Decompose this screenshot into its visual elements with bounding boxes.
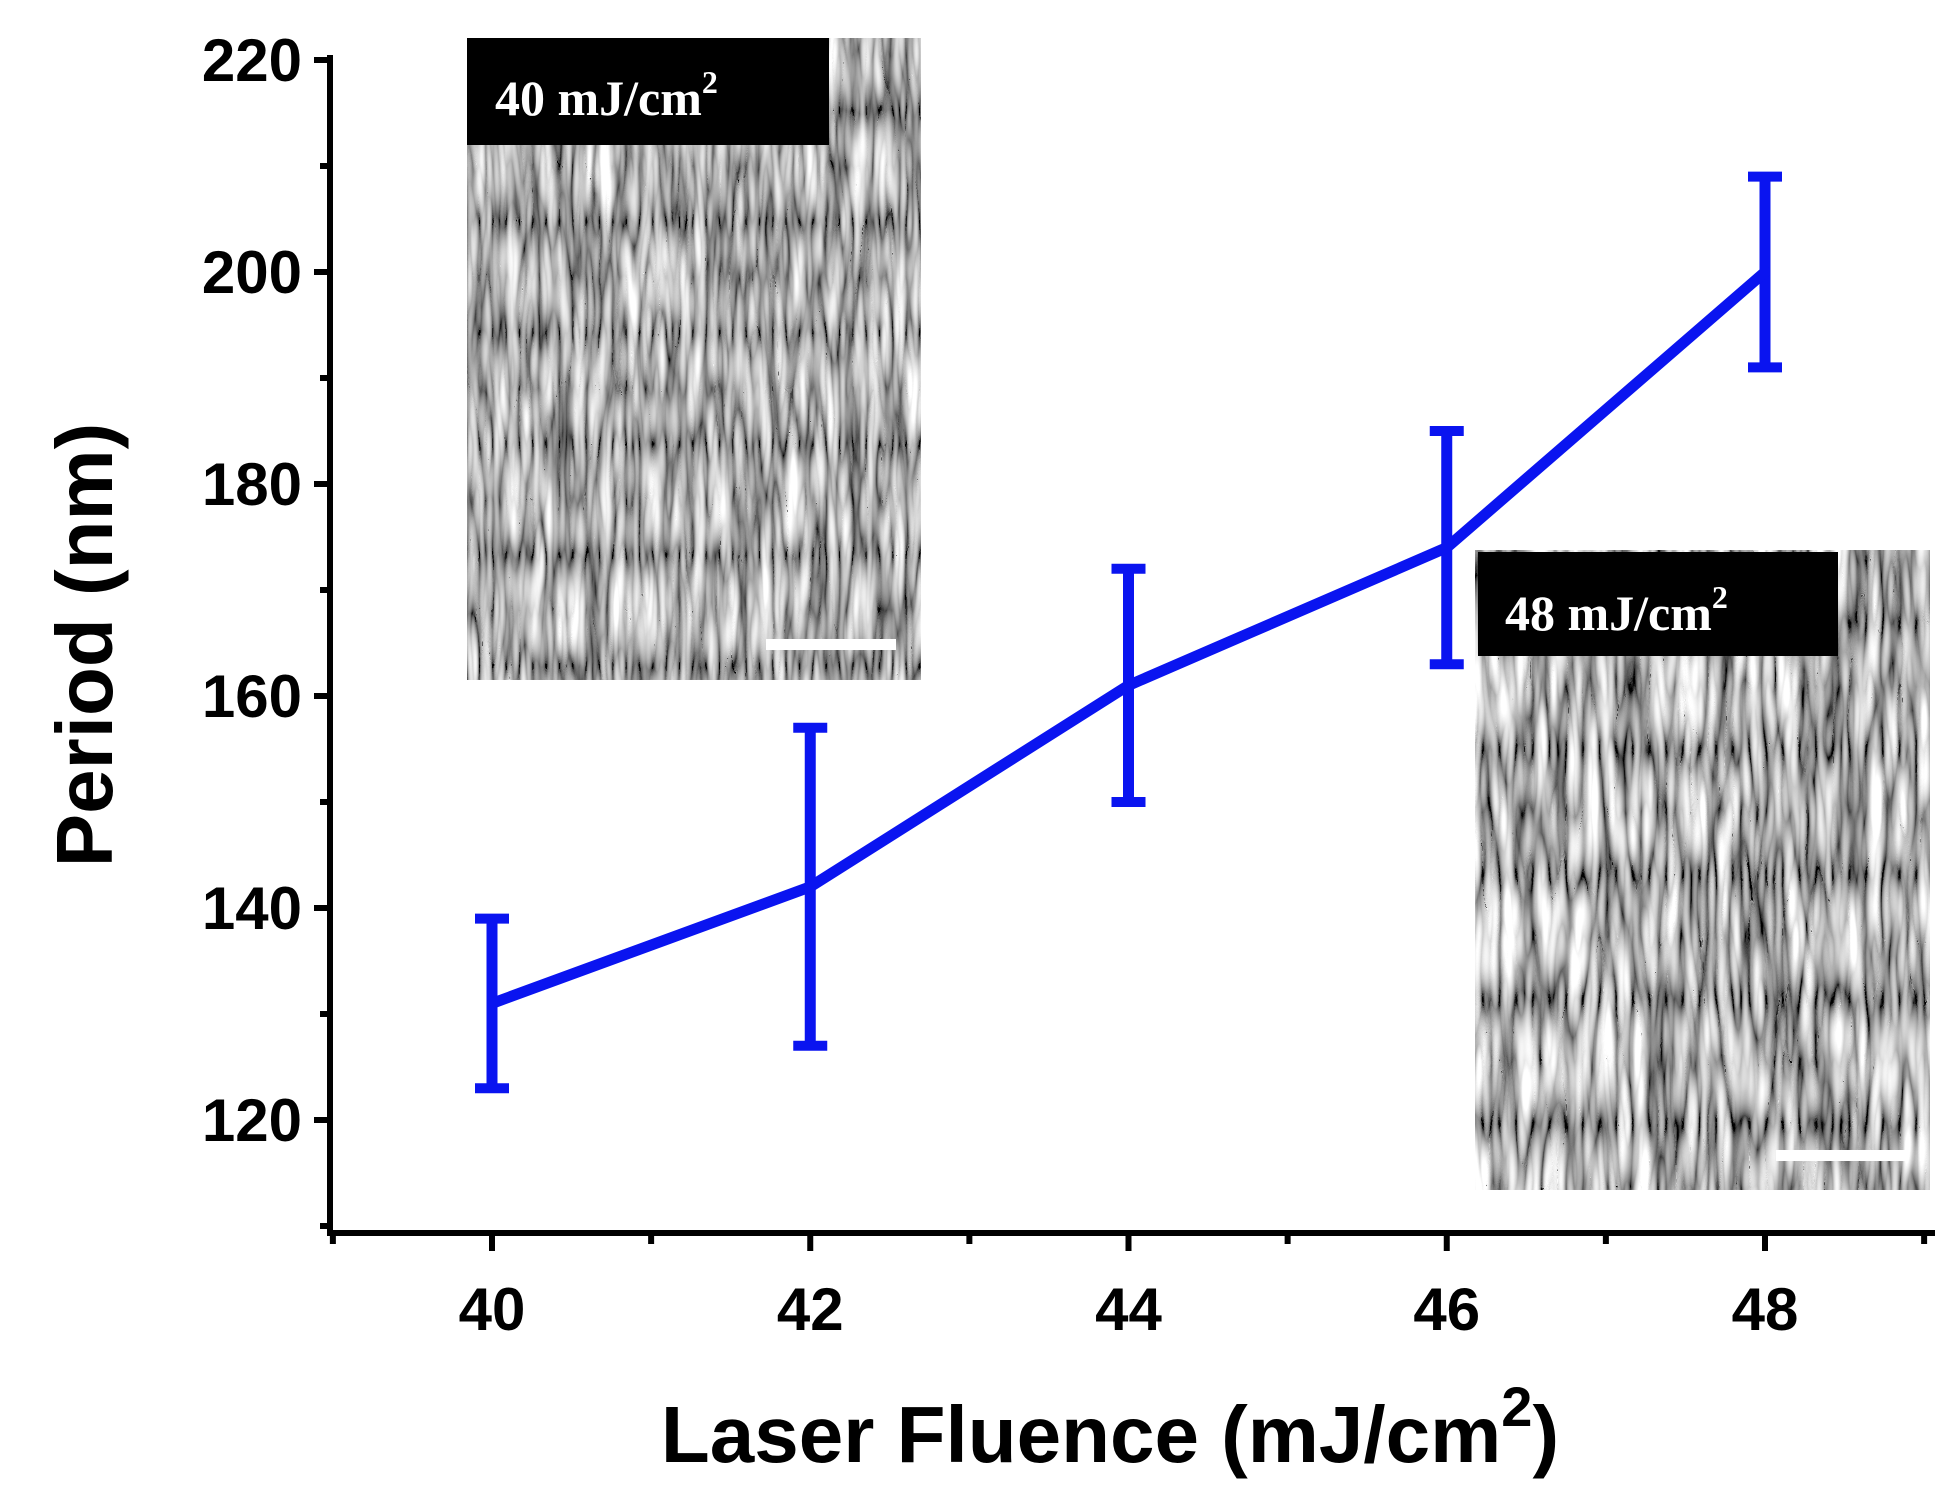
y-tick-label: 200 xyxy=(202,239,302,306)
y-tick-label: 220 xyxy=(202,27,302,94)
y-tick-label: 120 xyxy=(202,1087,302,1154)
y-tick-label: 160 xyxy=(202,663,302,730)
inset-40-mj: 40 mJ/cm2 xyxy=(467,38,921,680)
scale-bar-48 xyxy=(1776,1150,1908,1161)
x-tick-label: 42 xyxy=(777,1276,844,1343)
x-tick-label: 46 xyxy=(1413,1276,1480,1343)
inset-label-box-40 xyxy=(467,38,829,145)
y-tick-label: 180 xyxy=(202,451,302,518)
x-tick-label: 48 xyxy=(1732,1276,1799,1343)
inset-label-40: 40 mJ/cm2 xyxy=(495,64,718,126)
inset-48-mj: 48 mJ/cm2 xyxy=(1475,550,1930,1190)
y-tick-label: 140 xyxy=(202,875,302,942)
inset-label-box-48 xyxy=(1478,552,1838,656)
x-tick-label: 40 xyxy=(459,1276,526,1343)
y-axis-title: Period (nm) xyxy=(40,423,129,867)
sem-image-48 xyxy=(1475,550,1930,1190)
x-tick-label: 44 xyxy=(1095,1276,1162,1343)
scale-bar-40 xyxy=(766,639,896,650)
x-axis-title: Laser Fluence (mJ/cm2) xyxy=(661,1375,1559,1479)
inset-label-48: 48 mJ/cm2 xyxy=(1505,579,1728,641)
series-line xyxy=(486,266,1771,1009)
